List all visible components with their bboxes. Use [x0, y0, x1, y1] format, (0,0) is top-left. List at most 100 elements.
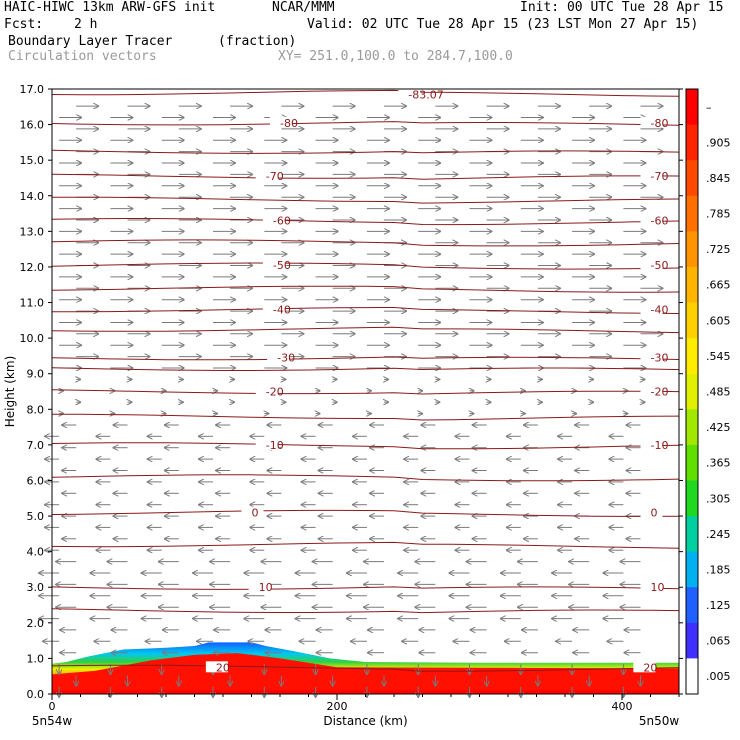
colorbar-label: .725 — [706, 243, 731, 256]
colorbar-label: .065 — [706, 635, 731, 648]
temperature-contour-line — [51, 306, 680, 314]
forecast-value: 2 h — [74, 17, 98, 32]
model-title: HAIC-HIWC 13km ARW-GFS init — [4, 0, 216, 15]
contour-label-background — [262, 214, 285, 226]
temperature-contour-line — [51, 474, 680, 482]
contour-label: -80 — [280, 117, 298, 130]
y-tick-label: 13.0 — [20, 225, 45, 238]
temperature-contour-line — [51, 389, 680, 395]
contour-label-background — [640, 351, 663, 363]
contour-label: 0 — [252, 507, 259, 520]
temperature-contour-line — [51, 173, 680, 180]
colorbar-label: .425 — [706, 421, 731, 434]
contour-label-background — [248, 581, 271, 593]
y-tick-label: 12.0 — [20, 261, 45, 274]
contour-label-background — [640, 259, 663, 271]
valid-time: Valid: 02 UTC Tue 28 Apr 15 (23 LST Mon … — [307, 17, 699, 32]
contour-label-background — [398, 88, 421, 100]
contour-label-background — [205, 661, 228, 673]
contour-label: -40 — [273, 304, 291, 317]
colorbar-swatch — [686, 266, 698, 304]
colorbar-swatch — [686, 124, 698, 161]
colorbar-label: .365 — [706, 457, 731, 470]
colorbar-swatch — [686, 338, 698, 375]
colorbar-label: .785 — [706, 208, 731, 221]
circulation-vectors — [39, 106, 662, 697]
y-tick-label: 11.0 — [20, 297, 45, 310]
colorbar-swatch — [686, 516, 698, 553]
colorbar-label: .545 — [706, 350, 731, 363]
x-tick-label: 200 — [327, 700, 348, 713]
temperature-contour-line — [51, 326, 680, 334]
contour-label-background — [640, 438, 663, 450]
temperature-contour-line — [51, 586, 680, 590]
contour-label: -10 — [651, 439, 669, 452]
y-tick-label: 8.0 — [27, 403, 45, 416]
colorbar-swatch — [686, 160, 698, 197]
left-endpoint-label: 5n54w — [32, 714, 73, 728]
colorbar-swatch — [686, 587, 698, 624]
init-time: Init: 00 UTC Tue 28 Apr 15 — [520, 0, 724, 15]
contour-label: -70 — [266, 170, 284, 183]
contour-label: -60 — [273, 215, 291, 228]
temperature-contour-line — [51, 89, 680, 97]
contour-label: -20 — [651, 386, 669, 399]
field-name: Boundary Layer Tracer — [8, 34, 173, 49]
temperature-contour-line — [51, 239, 680, 247]
y-tick-label: 16.0 — [20, 119, 45, 132]
contour-label: -30 — [651, 352, 669, 365]
y-tick-label: 17.0 — [20, 83, 45, 96]
contour-label: -20 — [266, 386, 284, 399]
temperature-contour-line — [51, 664, 680, 672]
contour-label-background — [640, 116, 663, 128]
contour-label-background — [255, 170, 278, 182]
contour-label-background — [640, 170, 663, 182]
contour-label: -40 — [651, 304, 669, 317]
temperature-contour-line — [51, 285, 680, 293]
colorbar-swatch — [686, 231, 698, 268]
colorbar-swatch — [686, 89, 698, 126]
colorbar-swatch — [686, 195, 698, 232]
forecast-label: Fcst: — [4, 17, 44, 32]
y-tick-label: 6.0 — [27, 474, 45, 487]
contour-label: -70 — [651, 170, 669, 183]
field-units: (fraction) — [218, 34, 297, 49]
colorbar-swatch — [686, 302, 698, 339]
temperature-contour-line — [52, 196, 680, 204]
colorbar-frame — [685, 88, 699, 695]
contour-label: 10 — [259, 581, 273, 594]
contour-label-background — [270, 116, 292, 128]
colorbar: – .905 .845 .785 .725 .665 .605 .545 .485 .425 .36… — [685, 88, 731, 695]
tracer-surface — [52, 690, 679, 694]
temperature-contour-line — [51, 608, 680, 614]
y-tick-label: 5.0 — [27, 510, 45, 523]
y-tick-label: 7.0 — [27, 439, 45, 452]
temperature-contour-line — [51, 442, 680, 450]
right-endpoint-label: 5n50w — [639, 714, 680, 728]
contour-label-background — [640, 385, 663, 397]
contour-label: -50 — [651, 259, 669, 272]
colorbar-label: – — [706, 101, 712, 114]
contour-label: -60 — [651, 215, 669, 228]
y-tick-label: 1.0 — [27, 652, 45, 665]
contour-label-background — [640, 506, 663, 518]
contour-label-background — [262, 259, 285, 271]
temperature-contour-line — [52, 413, 680, 421]
contour-label-background — [255, 438, 278, 450]
colorbar-label: .245 — [706, 528, 731, 541]
y-tick-label: 4.0 — [27, 546, 45, 559]
colorbar-swatch — [686, 622, 698, 659]
colorbar-swatch — [686, 551, 698, 588]
contour-label-background — [640, 214, 663, 226]
y-tick-label: 0.0 — [27, 688, 45, 701]
contour-label: -83.07 — [408, 88, 443, 101]
y-tick-label: 14.0 — [20, 190, 45, 203]
contour-label-background — [640, 303, 663, 315]
contour-label: 20 — [216, 661, 230, 674]
y-tick-label: 10.0 — [20, 332, 45, 345]
colorbar-label: .125 — [706, 599, 731, 612]
colorbar-label: .005 — [706, 670, 731, 683]
temperature-contour-line — [51, 509, 680, 517]
